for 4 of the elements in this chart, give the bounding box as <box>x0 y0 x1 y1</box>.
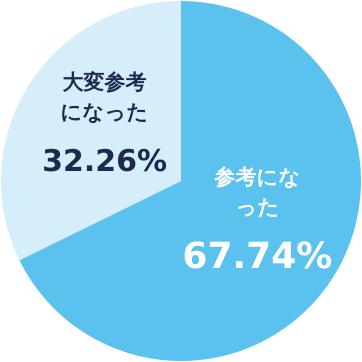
data-label: 32.26% <box>42 144 168 180</box>
slice-label: 大変参考になった <box>60 70 149 124</box>
slice-label: 参考になった <box>213 165 300 220</box>
data-label: 67.74% <box>182 236 332 277</box>
